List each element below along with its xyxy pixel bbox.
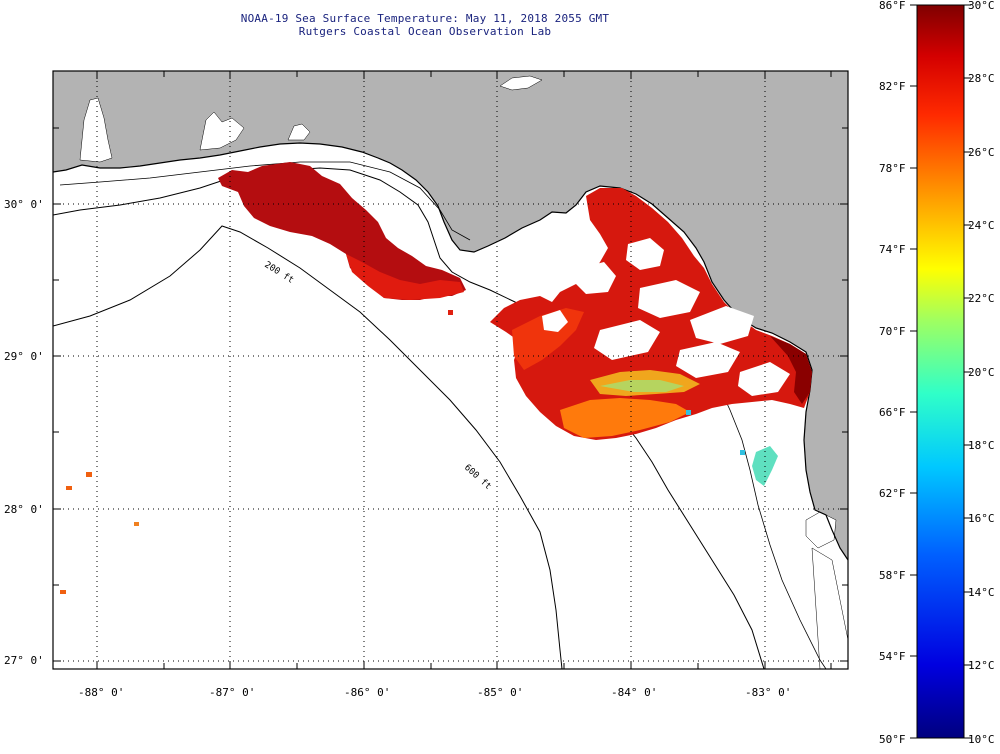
sst-patch-green-band [600, 380, 684, 392]
map-subtitle: Rutgers Coastal Ocean Observation Lab [298, 25, 552, 38]
sst-patch-panhandle [218, 162, 466, 300]
map-title: NOAA-19 Sea Surface Temperature: May 11,… [240, 12, 610, 25]
cloud-gap [626, 238, 664, 270]
map-frame [52, 70, 849, 670]
cloud-gap [738, 362, 790, 396]
cb-f-label: 66°F [879, 406, 906, 419]
cb-c-label: 20°C [968, 366, 995, 379]
cb-c-label: 12°C [968, 659, 995, 672]
colorbar-ticks [910, 4, 971, 739]
sst-speck [740, 450, 745, 455]
cb-f-label: 78°F [879, 162, 906, 175]
cloud-gap [594, 320, 660, 360]
lon-label-86: -86° 0' [344, 686, 391, 699]
lat-label-29: 29° 0' [4, 350, 44, 363]
cb-c-label: 30°C [968, 0, 995, 12]
cb-f-label: 54°F [879, 650, 906, 663]
cb-c-label: 14°C [968, 586, 995, 599]
sst-speck [134, 522, 139, 526]
isobath-600ft [53, 225, 563, 669]
bay [199, 111, 245, 151]
cb-f-label: 74°F [879, 243, 906, 256]
bay [811, 547, 848, 669]
cb-c-label: 18°C [968, 439, 995, 452]
lat-label-28: 28° 0' [4, 503, 44, 516]
cb-f-label: 82°F [879, 80, 906, 93]
lat-label-27: 27° 0' [4, 654, 44, 667]
lon-label-83: -83° 0' [745, 686, 792, 699]
lon-label-85: -85° 0' [477, 686, 524, 699]
lon-label-84: -84° 0' [611, 686, 658, 699]
cb-c-label: 28°C [968, 72, 995, 85]
sst-speck [86, 472, 92, 477]
sst-speck [60, 590, 66, 594]
coastline [53, 142, 848, 561]
sst-speck [686, 410, 691, 415]
bay [79, 97, 113, 163]
sst-speck [66, 486, 72, 490]
bay [287, 123, 311, 141]
cb-c-label: 10°C [968, 733, 995, 746]
cb-c-label: 24°C [968, 219, 995, 232]
cb-f-label: 62°F [879, 487, 906, 500]
lon-label-87: -87° 0' [209, 686, 256, 699]
cb-c-label: 26°C [968, 146, 995, 159]
colorbar [916, 4, 965, 739]
sst-patch-coastal-dark [770, 336, 812, 404]
cb-c-label: 16°C [968, 512, 995, 525]
cb-f-label: 58°F [879, 569, 906, 582]
lat-label-30: 30° 0' [4, 198, 44, 211]
lon-label-88: -88° 0' [78, 686, 125, 699]
isobath-coastal [59, 161, 471, 241]
sst-speck [448, 310, 453, 315]
frame-ticks [53, 71, 848, 669]
sst-patch-orange-south [560, 398, 690, 438]
cb-f-label: 86°F [879, 0, 906, 12]
cb-f-label: 70°F [879, 325, 906, 338]
cb-f-label: 50°F [879, 733, 906, 746]
sst-patch-bigbend [490, 188, 812, 440]
cloud-gap [676, 342, 740, 378]
cloud-gap [542, 310, 568, 332]
bay [499, 75, 543, 91]
cb-c-label: 22°C [968, 292, 995, 305]
cloud-gap [574, 262, 616, 294]
cloud-gap [690, 306, 754, 344]
cloud-gap [638, 280, 700, 318]
sst-patch-panhandle-edge [346, 254, 464, 300]
